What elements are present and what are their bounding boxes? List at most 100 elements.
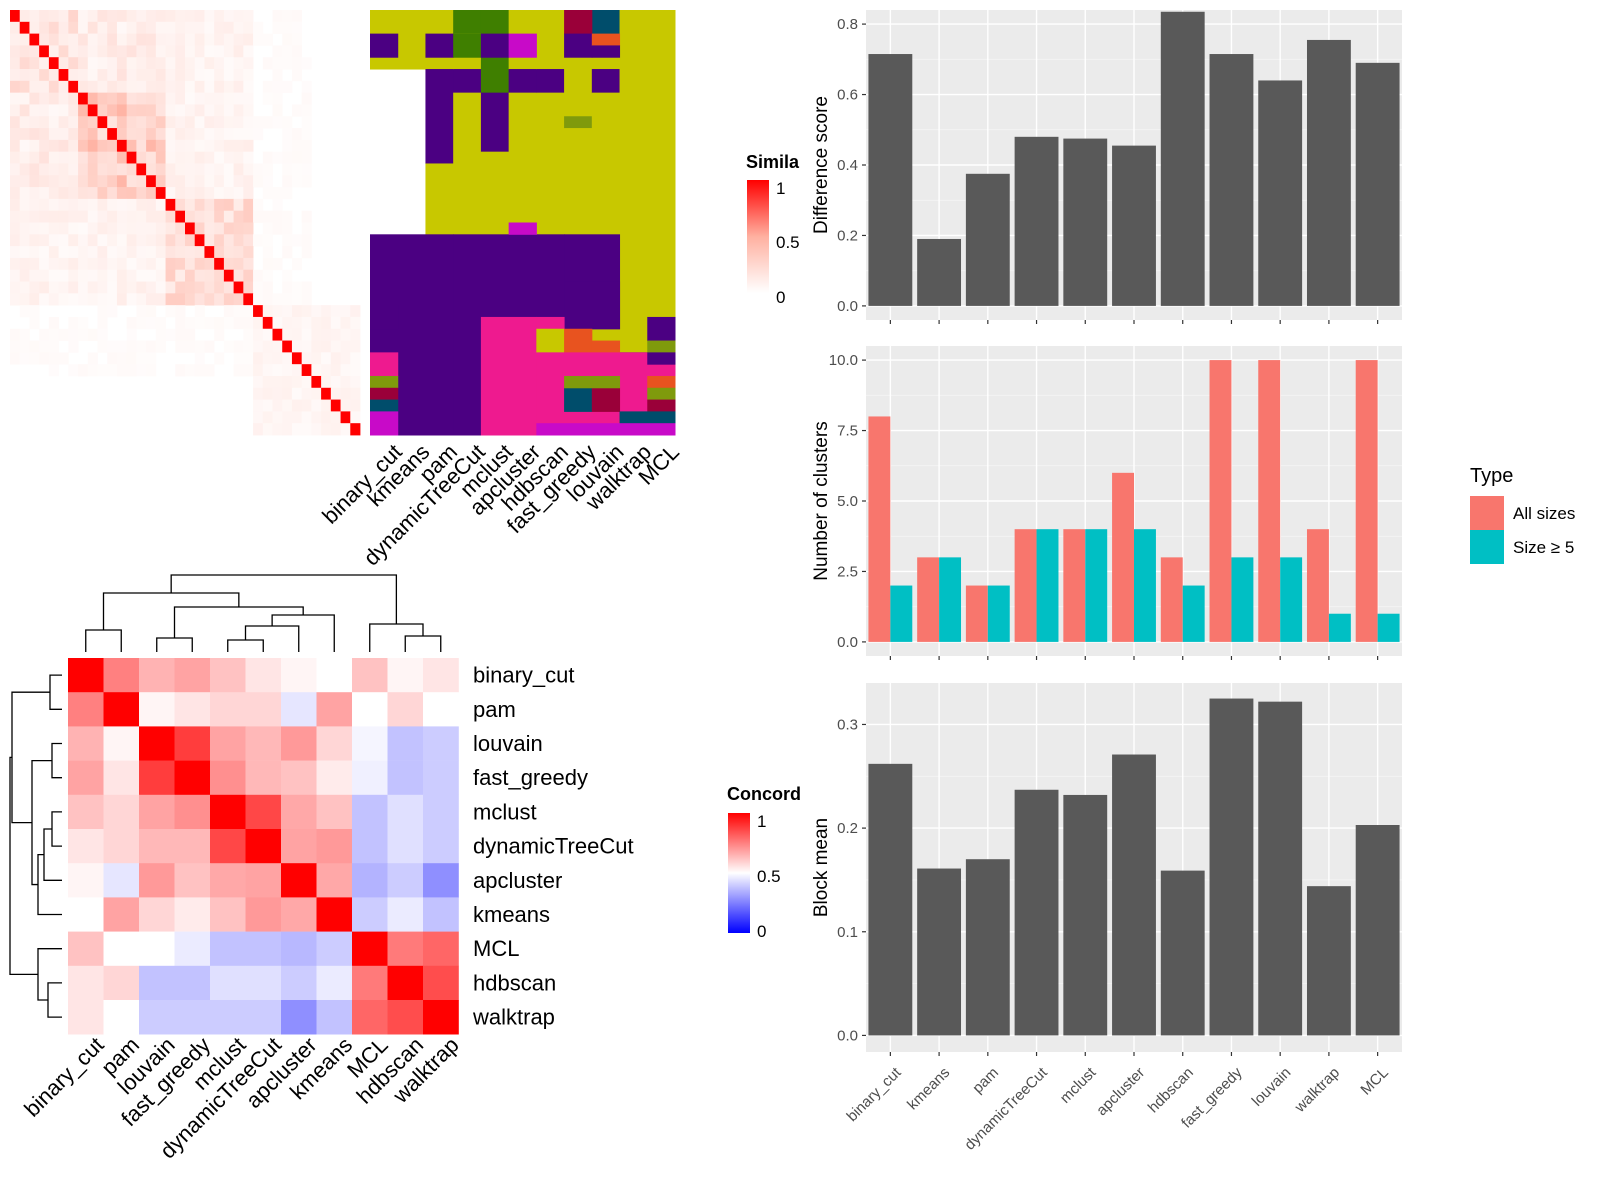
concordance-cell: [103, 658, 140, 693]
similarity-cell: [87, 293, 98, 306]
similarity-cell: [223, 104, 235, 117]
similarity-cell: [78, 293, 89, 306]
similarity-cell: [272, 210, 283, 223]
concordance-row-label: walktrap: [472, 1005, 555, 1030]
similarity-cell: [68, 92, 79, 105]
similarity-cell: [87, 92, 98, 105]
similarity-cell: [39, 57, 50, 70]
similarity-cell: [175, 198, 186, 212]
concordance-cell: [352, 692, 388, 727]
similarity-cell: [39, 328, 50, 341]
similarity-cell: [78, 210, 89, 223]
similarity-cell: [39, 92, 50, 105]
similarity-cell: [97, 175, 108, 188]
assignment-cell: [453, 69, 482, 94]
similarity-cell: [185, 139, 196, 153]
dendrogram-branch: [244, 625, 300, 652]
similarity-cell: [194, 293, 205, 306]
similarity-cell: [301, 92, 312, 105]
similarity-cell: [155, 316, 166, 330]
similarity-cell: [116, 257, 128, 271]
similarity-cell: [291, 293, 303, 306]
similarity-cell: [175, 234, 186, 247]
similarity-cell: [243, 257, 254, 271]
similarity-cell: [340, 375, 351, 389]
similarity-cell: [107, 269, 118, 282]
similarity-cell: [10, 340, 21, 353]
similarity-cell: [155, 80, 166, 94]
similarity-cell: [126, 328, 137, 341]
similarity-cell: [185, 187, 196, 200]
similarity-cell: [330, 411, 341, 424]
similarity-cell: [185, 80, 196, 94]
bar-size-ge-5: [939, 557, 962, 642]
similarity-cell: [282, 151, 293, 164]
similarity-cell: [243, 151, 254, 164]
similarity-cell: [97, 10, 108, 23]
similarity-cell: [136, 92, 147, 105]
similarity-cell: [68, 246, 79, 259]
similarity-cell: [214, 163, 225, 176]
similarity-cell: [126, 352, 137, 365]
similarity-cell: [204, 293, 215, 306]
similarity-cell: [58, 257, 69, 271]
similarity-cell: [19, 92, 30, 105]
similarity-cell: [175, 69, 186, 82]
similarity-cell: [291, 69, 303, 82]
bar-all-sizes: [1112, 472, 1134, 642]
similarity-cell: [253, 340, 264, 353]
similarity-cell: [204, 246, 215, 259]
similarity-cell: [311, 340, 322, 353]
similarity-cell: [243, 352, 254, 365]
similarity-cell: [136, 257, 147, 271]
similarity-cell: [10, 293, 21, 306]
similarity-cell: [126, 139, 137, 153]
similarity-cell: [204, 21, 215, 35]
similarity-cell: [185, 116, 196, 129]
concordance-cell: [103, 829, 140, 864]
similarity-cell: [29, 139, 40, 153]
similarity-cell: [291, 399, 303, 412]
similarity-cell: [87, 33, 98, 46]
similarity-cell: [48, 328, 60, 341]
similarity-cell: [87, 210, 98, 223]
similarity-cell: [282, 399, 293, 412]
similarity-cell: [48, 163, 60, 176]
similarity-cell: [19, 21, 30, 35]
similarity-cell: [175, 257, 186, 271]
similarity-cell: [272, 198, 283, 212]
similarity-cell: [116, 234, 128, 247]
similarity-cell: [214, 352, 225, 365]
similarity-cell: [68, 104, 79, 117]
similarity-cell: [233, 104, 244, 117]
similarity-cell: [87, 257, 98, 271]
similarity-cell: [311, 316, 322, 330]
similarity-cell: [330, 340, 341, 353]
similarity-cell: [262, 352, 273, 365]
assignment-cell: [564, 10, 593, 35]
similarity-cell: [107, 104, 118, 117]
similarity-cell: [233, 139, 244, 153]
similarity-cell: [301, 222, 312, 235]
similarity-cell: [301, 151, 312, 164]
concordance-cell: [352, 760, 388, 796]
similarity-cell: [262, 257, 273, 271]
type-legend: Type All sizes Size ≥ 5: [1470, 465, 1575, 564]
similarity-cell: [282, 375, 293, 389]
concordance-cell: [423, 658, 459, 693]
similarity-cell: [301, 234, 312, 247]
similarity-cell: [19, 234, 30, 247]
similarity-cell: [282, 387, 293, 400]
concordance-cell: [352, 829, 388, 864]
assignment-cell: [536, 328, 565, 353]
similarity-cell: [107, 210, 118, 223]
concordance-legend-bar: [728, 813, 750, 933]
similarity-cell: [97, 340, 108, 353]
similarity-cell: [136, 80, 147, 94]
concordance-cell: [281, 1000, 317, 1035]
similarity-cell: [204, 210, 215, 223]
similarity-cell: [155, 210, 166, 223]
similarity-cell: [116, 364, 128, 377]
similarity-cell: [126, 187, 137, 200]
bar: [868, 54, 913, 306]
